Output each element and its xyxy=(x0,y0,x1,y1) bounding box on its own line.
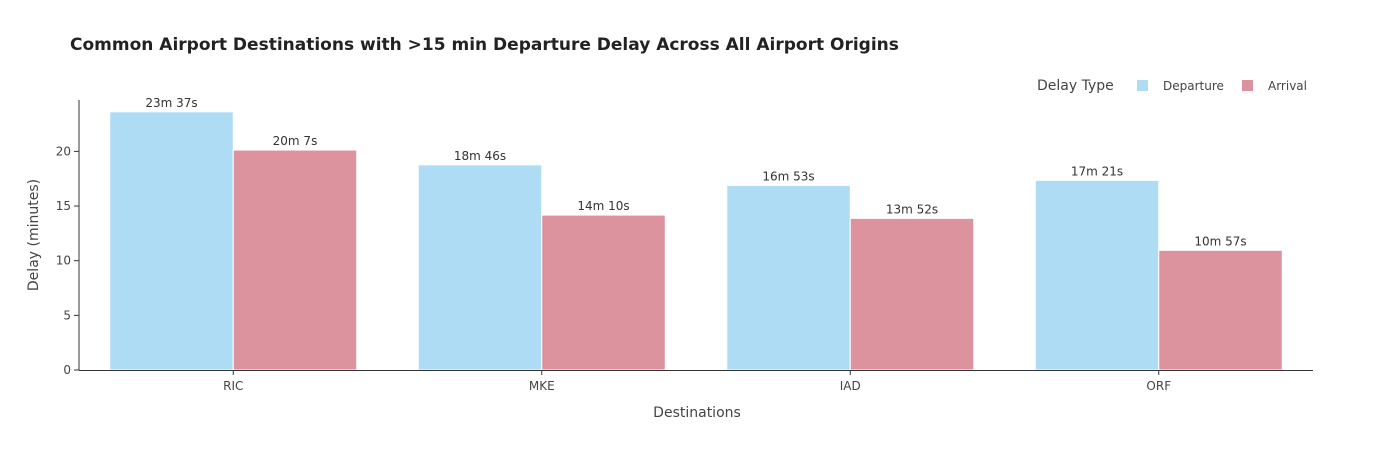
legend-swatch-arrival xyxy=(1242,80,1253,91)
x-tick-label-ric: RIC xyxy=(223,379,243,393)
data-label-arrival-orf: 10m 57s xyxy=(1194,234,1246,248)
x-tick-label-mke: MKE xyxy=(529,379,555,393)
bar-departure-iad xyxy=(726,184,851,371)
x-axis-title: Destinations xyxy=(653,405,741,421)
y-axis-ticks: 0 5 10 15 20 xyxy=(56,144,79,377)
bar-arrival-mke xyxy=(541,214,666,371)
bar-arrival-ric xyxy=(232,149,358,371)
legend-title: Delay Type xyxy=(1037,78,1114,94)
data-label-arrival-ric: 20m 7s xyxy=(273,134,318,148)
chart-title: Common Airport Destinations with >15 min… xyxy=(70,35,899,55)
legend-label-departure: Departure xyxy=(1163,79,1224,93)
x-axis-ticks: RIC MKE IAD ORF xyxy=(223,370,1171,393)
plot-area: 23m 37s 20m 7s 18m 46s 14m 10s 16m 53s 13m 52… xyxy=(109,96,1283,371)
y-tick-label: 20 xyxy=(56,144,71,158)
data-label-departure-orf: 17m 21s xyxy=(1071,164,1123,178)
y-tick-label: 5 xyxy=(63,308,71,322)
y-tick-label: 10 xyxy=(56,254,71,268)
legend-label-arrival: Arrival xyxy=(1268,79,1307,93)
data-label-arrival-iad: 13m 52s xyxy=(886,202,938,216)
bar-arrival-iad xyxy=(849,217,975,371)
y-tick-label: 15 xyxy=(56,199,71,213)
legend-items: Departure Arrival xyxy=(1137,79,1307,93)
legend-swatch-departure xyxy=(1137,80,1148,91)
data-label-departure-ric: 23m 37s xyxy=(145,96,197,110)
x-tick-label-iad: IAD xyxy=(840,379,861,393)
bar-departure-mke xyxy=(417,164,543,371)
bar-departure-ric xyxy=(109,111,234,371)
bar-arrival-orf xyxy=(1158,249,1283,371)
y-tick-label: 0 xyxy=(63,363,71,377)
data-label-departure-mke: 18m 46s xyxy=(454,149,506,163)
x-tick-label-orf: ORF xyxy=(1146,379,1171,393)
legend: Delay Type Departure Arrival xyxy=(1037,78,1307,94)
legend-item-arrival[interactable]: Arrival xyxy=(1242,79,1307,93)
bar-departure-orf xyxy=(1034,179,1160,371)
data-label-departure-iad: 16m 53s xyxy=(762,169,814,183)
legend-item-departure[interactable]: Departure xyxy=(1137,79,1224,93)
data-label-arrival-mke: 14m 10s xyxy=(577,199,629,213)
y-axis-title: Delay (minutes) xyxy=(26,179,42,291)
